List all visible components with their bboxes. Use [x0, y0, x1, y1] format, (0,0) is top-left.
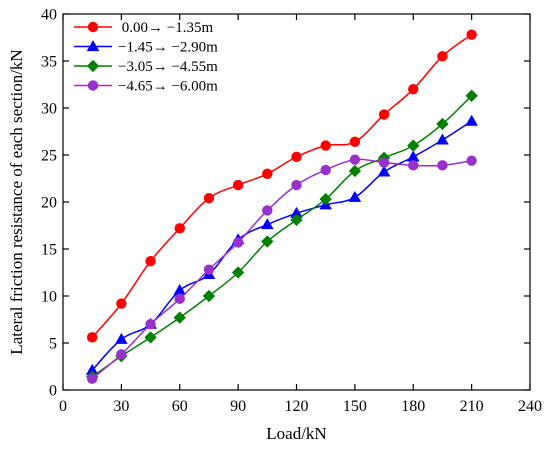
legend-label: 0.00→ −1.35m: [118, 20, 213, 36]
x-tick-label: 210: [460, 398, 484, 415]
data-point: [407, 139, 420, 152]
data-point: [203, 264, 215, 275]
data-point: [174, 293, 185, 305]
y-tick-label: 40: [41, 7, 57, 24]
x-tick-label: 120: [285, 398, 309, 415]
y-tick-label: 5: [49, 336, 57, 353]
data-point: [291, 179, 302, 191]
data-point: [232, 237, 244, 248]
x-tick-label: 60: [172, 398, 188, 415]
data-point: [291, 151, 302, 163]
data-point: [116, 349, 127, 360]
legend: 0.00→ −1.35m −1.45→ −2.90m −3.05→ −4.55m −4…: [74, 20, 218, 95]
legend-item: 0.00→ −1.35m: [74, 20, 213, 36]
legend-item: −3.05→ −4.55m: [74, 59, 218, 75]
legend-label: −4.65→ −6.00m: [118, 79, 218, 95]
series-2: [85, 114, 478, 375]
series-3: [86, 89, 478, 384]
data-point: [437, 51, 448, 62]
data-point: [115, 332, 128, 344]
data-point: [145, 256, 156, 267]
series-layer: [85, 29, 478, 384]
y-tick-label: 10: [41, 289, 57, 306]
data-point: [261, 235, 274, 248]
series-4: [86, 154, 477, 384]
data-point: [466, 29, 477, 40]
y-axis-title: Lateral friction resistance of each sect…: [7, 49, 26, 354]
data-point: [378, 157, 390, 168]
legend-marker: [87, 21, 99, 33]
data-point: [377, 165, 391, 177]
legend-item: −1.45→ −2.90m: [74, 40, 218, 56]
y-tick-label: 20: [41, 195, 57, 212]
axis-ticks: 0 30 60 90 120 150 180 210 240 0 5 10 15 20 25 30 35 40: [41, 7, 542, 416]
data-point: [144, 331, 157, 344]
x-tick-label: 0: [59, 398, 67, 415]
data-point: [466, 155, 477, 166]
data-point: [408, 83, 419, 95]
data-point: [436, 117, 449, 131]
x-tick-label: 90: [230, 398, 246, 415]
x-tick-label: 180: [401, 398, 425, 415]
legend-marker: [86, 59, 100, 73]
data-point: [320, 164, 331, 176]
data-point: [320, 140, 331, 151]
data-point: [86, 332, 98, 343]
data-point: [465, 114, 478, 126]
x-tick-label: 30: [113, 398, 129, 415]
data-point: [202, 289, 216, 303]
data-point: [261, 218, 274, 230]
y-tick-label: 30: [41, 101, 57, 118]
data-point: [437, 160, 448, 171]
legend-marker: [87, 80, 99, 91]
data-point: [231, 266, 245, 279]
data-point: [262, 168, 273, 180]
data-point: [378, 109, 390, 120]
data-point: [348, 164, 362, 178]
x-tick-label: 240: [518, 398, 542, 415]
data-point: [145, 319, 156, 330]
data-point: [348, 190, 362, 202]
data-point: [436, 133, 449, 145]
data-point: [262, 205, 273, 216]
data-point: [174, 223, 185, 234]
data-point: [319, 193, 332, 206]
legend-item: −4.65→ −6.00m: [74, 79, 218, 95]
legend-marker: [86, 40, 100, 52]
x-tick-label: 150: [343, 398, 367, 415]
x-axis-title: Load/kN: [266, 424, 326, 443]
data-point: [203, 193, 215, 204]
legend-label: −3.05→ −4.55m: [118, 59, 218, 75]
data-point: [465, 89, 478, 102]
y-tick-label: 25: [41, 148, 57, 165]
series-1: [86, 29, 477, 343]
data-point: [173, 311, 186, 324]
y-tick-label: 15: [41, 242, 57, 259]
data-point: [408, 160, 419, 171]
data-point: [116, 298, 127, 309]
data-point: [173, 283, 187, 295]
series-line: [91, 158, 472, 380]
data-point: [232, 179, 244, 191]
data-point: [86, 373, 98, 384]
data-point: [349, 136, 361, 148]
y-tick-label: 35: [41, 54, 57, 71]
data-point: [349, 154, 361, 165]
data-point: [290, 213, 303, 227]
data-point: [406, 150, 420, 162]
legend-label: −1.45→ −2.90m: [118, 40, 218, 56]
y-tick-label: 0: [49, 383, 57, 400]
